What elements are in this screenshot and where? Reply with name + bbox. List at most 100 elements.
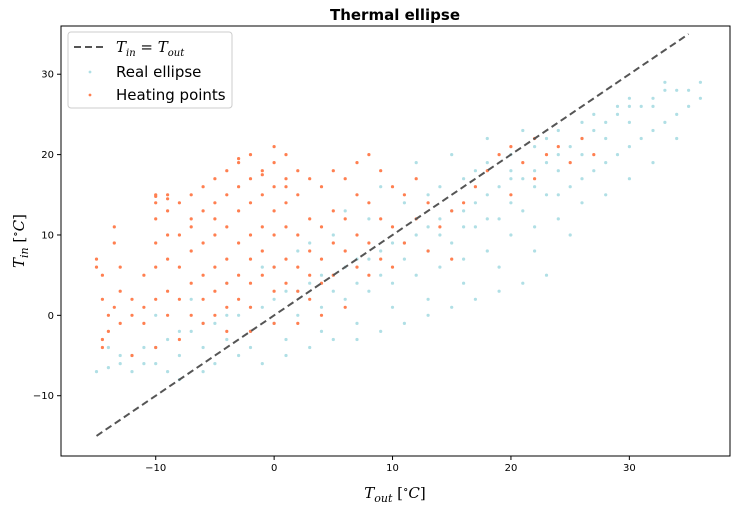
heating-point [343,249,347,253]
real-ellipse-point [284,289,288,293]
x-tick-label: 0 [271,463,277,474]
heating-point [237,209,241,213]
real-ellipse-point [177,353,181,358]
heating-point [308,217,312,221]
real-ellipse-point [367,289,371,293]
real-ellipse-point [308,345,312,350]
real-ellipse-point [485,136,489,141]
heating-point [201,297,205,301]
heating-point [237,161,241,165]
real-ellipse-point [402,321,406,325]
real-ellipse-point [284,337,288,342]
real-ellipse-point [248,345,253,350]
heating-point [154,345,158,350]
heating-point [189,217,193,221]
heating-point [592,153,596,157]
real-ellipse-point [390,305,395,309]
heating-point [106,329,110,333]
heating-point [296,289,300,293]
real-ellipse-point [379,329,383,333]
axis-ticks: −10 0 10 20 30 −10 0 10 20 30 [33,70,636,474]
heating-point [379,257,383,261]
y-tick-label: 20 [41,150,54,161]
heating-point [112,241,116,245]
real-ellipse-point [698,96,703,100]
real-ellipse-point [651,104,655,108]
heating-point [225,169,229,173]
heating-point [331,169,335,173]
heating-point [509,145,513,149]
heating-point [100,337,104,342]
real-ellipse-point [308,281,312,285]
heating-point [355,265,359,269]
heating-point [166,197,170,201]
heating-point [284,153,288,157]
heating-point [379,217,383,221]
heating-point [367,201,371,205]
real-ellipse-point [675,136,679,141]
real-ellipse-point [651,96,655,100]
y-axis-label: Tin [∘C] [9,214,31,268]
heating-point [450,257,454,261]
heating-point [154,201,158,205]
real-ellipse-point [604,193,608,197]
real-ellipse-point [331,289,335,293]
real-ellipse-point [438,217,442,221]
heating-point [213,177,217,181]
real-ellipse-point [343,297,347,301]
heating-point [248,233,253,237]
real-ellipse-point [544,193,549,197]
real-ellipse-point [556,153,560,157]
heating-point [568,161,572,165]
real-ellipse-point [675,112,679,116]
heating-point [272,209,276,213]
real-ellipse-point [485,161,489,165]
real-ellipse-point [237,353,241,358]
real-ellipse-point [106,366,110,370]
real-ellipse-point [580,153,584,157]
real-ellipse-point [142,345,146,350]
real-ellipse-point [260,265,264,269]
real-ellipse-point [462,257,466,261]
real-ellipse-point [639,136,643,141]
real-ellipse-point [509,201,513,205]
heating-point [166,209,170,213]
real-ellipse-point [592,128,596,133]
heating-point [225,257,229,261]
real-ellipse-point [390,281,395,285]
heating-point [580,136,584,141]
heating-point [118,289,122,293]
heating-point [154,297,158,301]
real-ellipse-point [627,145,632,149]
heating-point [225,225,229,229]
real-ellipse-point [687,88,691,92]
heating-point [272,161,276,165]
real-ellipse-point [213,321,217,325]
real-ellipse-point [166,370,170,374]
heating-point [213,289,217,293]
heating-point [272,265,276,269]
real-ellipse-point [225,337,229,342]
real-ellipse-point [521,209,525,213]
real-ellipse-point [438,185,442,189]
real-ellipse-point [544,136,549,141]
heating-point [272,145,276,149]
real-ellipse-point [118,362,122,366]
real-ellipse-point [485,193,489,197]
heating-point [177,201,181,205]
real-ellipse-point [94,370,99,374]
heating-point [319,225,324,229]
heating-point [272,289,276,293]
heating-point [296,193,300,197]
heating-point [213,265,217,269]
real-ellipse-point [462,209,466,213]
real-ellipse-point [367,217,371,221]
real-ellipse-point [426,297,430,301]
heating-point [142,273,146,277]
real-ellipse-point [462,177,466,181]
heating-point [438,225,442,229]
heating-point [166,257,170,261]
heating-point [225,193,229,197]
heating-point [130,297,134,301]
heating-point [201,273,205,277]
